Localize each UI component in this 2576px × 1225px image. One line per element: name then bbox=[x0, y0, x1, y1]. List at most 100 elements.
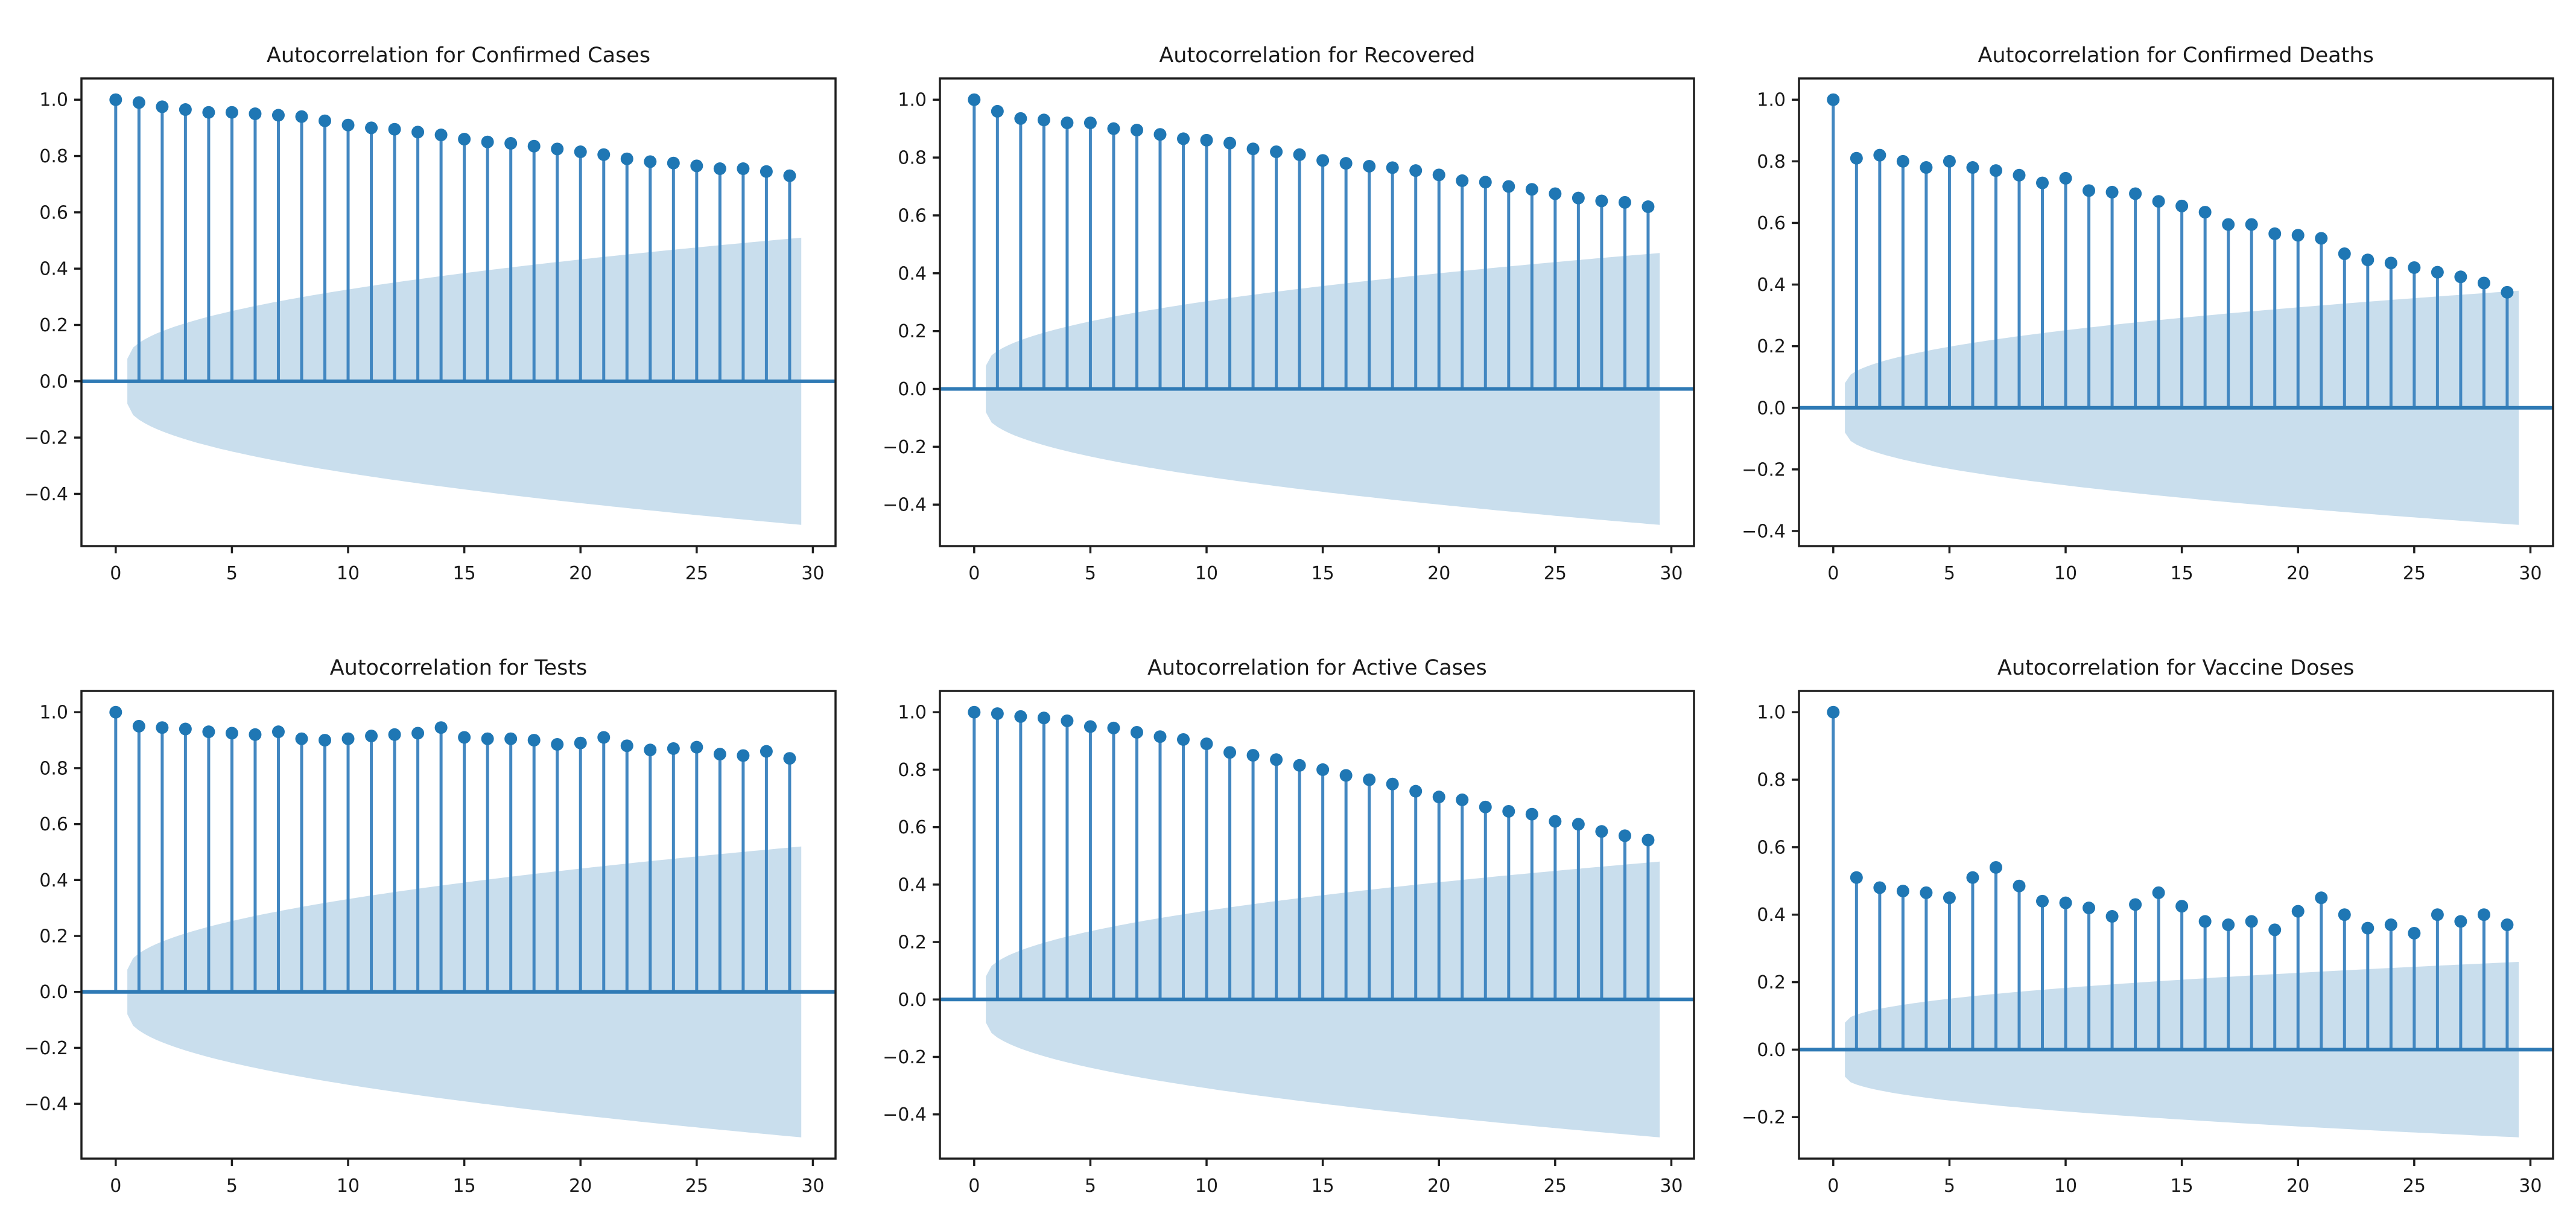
svg-text:5: 5 bbox=[226, 563, 238, 584]
acf-plot-confirmed-deaths: −0.4 −0.2 0.0 0.2 0.4 0.6 0.8 1.0 0 5 10 15 20 25 30 bbox=[1742, 77, 2554, 584]
svg-text:20: 20 bbox=[2286, 563, 2309, 584]
svg-text:0.0: 0.0 bbox=[898, 990, 927, 1011]
svg-text:0.6: 0.6 bbox=[1757, 213, 1786, 234]
acf-chart-vaccine-doses: Autocorrelation for Vaccine Doses −0.2 0.… bbox=[1718, 612, 2576, 1225]
svg-text:0.8: 0.8 bbox=[1757, 770, 1786, 791]
svg-text:25: 25 bbox=[2402, 1176, 2425, 1197]
svg-text:0: 0 bbox=[110, 563, 121, 584]
svg-text:30: 30 bbox=[2519, 1176, 2542, 1197]
svg-text:0.2: 0.2 bbox=[39, 926, 68, 947]
svg-text:−0.4: −0.4 bbox=[24, 1094, 68, 1115]
acf-chart-confirmed-cases: Autocorrelation for Confirmed Cases −0.4… bbox=[0, 0, 858, 612]
svg-text:15: 15 bbox=[453, 563, 476, 584]
svg-text:−0.2: −0.2 bbox=[24, 1038, 68, 1059]
chart-title: Autocorrelation for Vaccine Doses bbox=[1997, 656, 2355, 680]
svg-text:5: 5 bbox=[1944, 563, 1955, 584]
svg-text:0.4: 0.4 bbox=[39, 259, 68, 280]
acf-chart-tests: Autocorrelation for Tests −0.4 −0.2 0.0 0.2… bbox=[0, 612, 858, 1225]
svg-text:0.4: 0.4 bbox=[1757, 905, 1786, 926]
svg-text:−0.4: −0.4 bbox=[883, 495, 927, 516]
svg-text:1.0: 1.0 bbox=[898, 702, 927, 724]
svg-text:5: 5 bbox=[1085, 563, 1096, 584]
svg-text:20: 20 bbox=[569, 1176, 592, 1197]
svg-text:0.6: 0.6 bbox=[39, 814, 68, 835]
svg-text:−0.2: −0.2 bbox=[1742, 459, 1786, 480]
svg-text:0.6: 0.6 bbox=[898, 817, 927, 838]
svg-text:0.2: 0.2 bbox=[1757, 336, 1786, 357]
acf-plot-active-cases: −0.4 −0.2 0.0 0.2 0.4 0.6 0.8 1.0 0 5 10 15 20 25 30 bbox=[883, 690, 1696, 1197]
chart-title: Autocorrelation for Confirmed Deaths bbox=[1978, 43, 2374, 68]
svg-text:15: 15 bbox=[1312, 563, 1334, 584]
svg-text:0.2: 0.2 bbox=[39, 315, 68, 336]
svg-text:1.0: 1.0 bbox=[1757, 702, 1786, 724]
svg-text:20: 20 bbox=[1427, 563, 1450, 584]
svg-text:0.2: 0.2 bbox=[898, 321, 927, 342]
svg-text:10: 10 bbox=[2054, 1176, 2077, 1197]
chart-title: Autocorrelation for Active Cases bbox=[1147, 656, 1487, 680]
svg-text:25: 25 bbox=[1544, 563, 1567, 584]
svg-text:−0.2: −0.2 bbox=[24, 428, 68, 449]
acf-chart-confirmed-deaths: Autocorrelation for Confirmed Deaths −0.… bbox=[1718, 0, 2576, 612]
chart-title: Autocorrelation for Recovered bbox=[1159, 43, 1476, 68]
svg-text:25: 25 bbox=[685, 1176, 708, 1197]
svg-text:0.0: 0.0 bbox=[898, 379, 927, 400]
acf-chart-active-cases: Autocorrelation for Active Cases −0.4 −0.… bbox=[858, 612, 1717, 1225]
svg-text:0: 0 bbox=[1827, 1176, 1839, 1197]
svg-text:25: 25 bbox=[685, 563, 708, 584]
svg-text:0.6: 0.6 bbox=[1757, 837, 1786, 858]
svg-text:20: 20 bbox=[2286, 1176, 2309, 1197]
svg-text:0: 0 bbox=[1827, 563, 1839, 584]
svg-text:15: 15 bbox=[2170, 1176, 2193, 1197]
acf-chart-recovered: Autocorrelation for Recovered −0.4 −0.2 0.… bbox=[858, 0, 1717, 612]
svg-text:0.0: 0.0 bbox=[39, 371, 68, 392]
svg-text:1.0: 1.0 bbox=[1757, 90, 1786, 111]
acf-plot-tests: −0.4 −0.2 0.0 0.2 0.4 0.6 0.8 1.0 0 5 10 15 20 25 30 bbox=[24, 690, 837, 1197]
svg-text:0.8: 0.8 bbox=[898, 148, 927, 169]
acf-plot-recovered: −0.4 −0.2 0.0 0.2 0.4 0.6 0.8 1.0 0 5 10 15 20 25 30 bbox=[883, 77, 1696, 584]
svg-text:0.8: 0.8 bbox=[1757, 151, 1786, 173]
svg-text:0: 0 bbox=[969, 563, 980, 584]
svg-text:0.6: 0.6 bbox=[898, 205, 927, 226]
svg-text:0.4: 0.4 bbox=[898, 874, 927, 896]
svg-text:0.0: 0.0 bbox=[1757, 398, 1786, 419]
svg-text:1.0: 1.0 bbox=[898, 90, 927, 111]
svg-text:0: 0 bbox=[969, 1176, 980, 1197]
svg-text:−0.4: −0.4 bbox=[883, 1104, 927, 1125]
svg-text:0.2: 0.2 bbox=[1757, 972, 1786, 993]
svg-text:0.4: 0.4 bbox=[39, 870, 68, 891]
svg-text:5: 5 bbox=[226, 1176, 238, 1197]
svg-text:1.0: 1.0 bbox=[39, 702, 68, 724]
svg-text:25: 25 bbox=[2402, 563, 2425, 584]
svg-text:0.6: 0.6 bbox=[39, 202, 68, 223]
svg-text:0.8: 0.8 bbox=[39, 146, 68, 167]
svg-text:30: 30 bbox=[1660, 563, 1683, 584]
svg-text:0: 0 bbox=[110, 1176, 121, 1197]
svg-text:30: 30 bbox=[801, 1176, 824, 1197]
svg-text:0.0: 0.0 bbox=[39, 982, 68, 1003]
svg-text:0.8: 0.8 bbox=[898, 760, 927, 781]
svg-text:10: 10 bbox=[2054, 563, 2077, 584]
svg-text:−0.2: −0.2 bbox=[883, 437, 927, 458]
svg-text:10: 10 bbox=[337, 1176, 360, 1197]
svg-text:10: 10 bbox=[1195, 563, 1218, 584]
svg-text:20: 20 bbox=[1427, 1176, 1450, 1197]
svg-text:30: 30 bbox=[2519, 563, 2542, 584]
svg-text:0.8: 0.8 bbox=[39, 758, 68, 779]
svg-text:5: 5 bbox=[1944, 1176, 1955, 1197]
svg-text:30: 30 bbox=[801, 563, 824, 584]
svg-text:30: 30 bbox=[1660, 1176, 1683, 1197]
svg-text:−0.2: −0.2 bbox=[1742, 1107, 1786, 1128]
svg-text:15: 15 bbox=[453, 1176, 476, 1197]
svg-text:−0.4: −0.4 bbox=[24, 484, 68, 505]
chart-title: Autocorrelation for Tests bbox=[329, 656, 588, 680]
acf-plot-vaccine-doses: −0.2 0.0 0.2 0.4 0.6 0.8 1.0 0 5 10 15 20 25 30 bbox=[1742, 690, 2554, 1197]
svg-text:0.2: 0.2 bbox=[898, 932, 927, 953]
svg-text:0.4: 0.4 bbox=[898, 263, 927, 284]
svg-text:0.4: 0.4 bbox=[1757, 275, 1786, 296]
svg-text:1.0: 1.0 bbox=[39, 90, 68, 111]
svg-text:25: 25 bbox=[1544, 1176, 1567, 1197]
svg-text:−0.4: −0.4 bbox=[1742, 521, 1786, 542]
svg-text:5: 5 bbox=[1085, 1176, 1096, 1197]
svg-text:15: 15 bbox=[1312, 1176, 1334, 1197]
